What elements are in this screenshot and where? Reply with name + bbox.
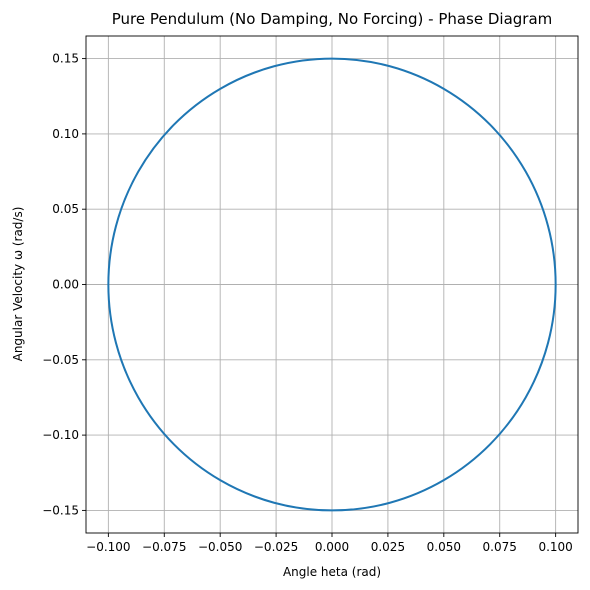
y-tick-label: 0.00 bbox=[52, 278, 79, 292]
y-axis-ticks: −0.15 −0.10 −0.05 0.00 0.05 0.10 0.15 bbox=[42, 52, 86, 517]
grid-lines bbox=[86, 36, 578, 533]
x-tick-label: 0.075 bbox=[483, 540, 517, 554]
x-tick-label: 0.000 bbox=[315, 540, 349, 554]
x-tick-label: 0.050 bbox=[427, 540, 461, 554]
y-tick-label: 0.15 bbox=[52, 52, 79, 66]
y-tick-label: −0.15 bbox=[42, 503, 79, 517]
y-axis-label: Angular Velocity ω (rad/s) bbox=[11, 207, 25, 362]
x-axis-ticks: −0.100 −0.075 −0.050 −0.025 0.000 0.025 0.050 0… bbox=[86, 533, 573, 554]
series-layer bbox=[107, 57, 557, 512]
x-axis-label: Angle heta (rad) bbox=[283, 565, 381, 579]
phase-trajectory-line bbox=[107, 57, 557, 512]
y-tick-label: −0.05 bbox=[42, 353, 79, 367]
y-tick-label: −0.10 bbox=[42, 428, 79, 442]
x-tick-label: −0.100 bbox=[86, 540, 130, 554]
x-tick-label: −0.025 bbox=[254, 540, 298, 554]
x-tick-label: 0.025 bbox=[371, 540, 405, 554]
y-tick-label: 0.05 bbox=[52, 202, 79, 216]
x-tick-label: −0.050 bbox=[198, 540, 242, 554]
x-tick-label: −0.075 bbox=[142, 540, 186, 554]
y-tick-label: 0.10 bbox=[52, 127, 79, 141]
x-tick-label: 0.100 bbox=[538, 540, 572, 554]
chart-title: Pure Pendulum (No Damping, No Forcing) -… bbox=[112, 10, 553, 28]
